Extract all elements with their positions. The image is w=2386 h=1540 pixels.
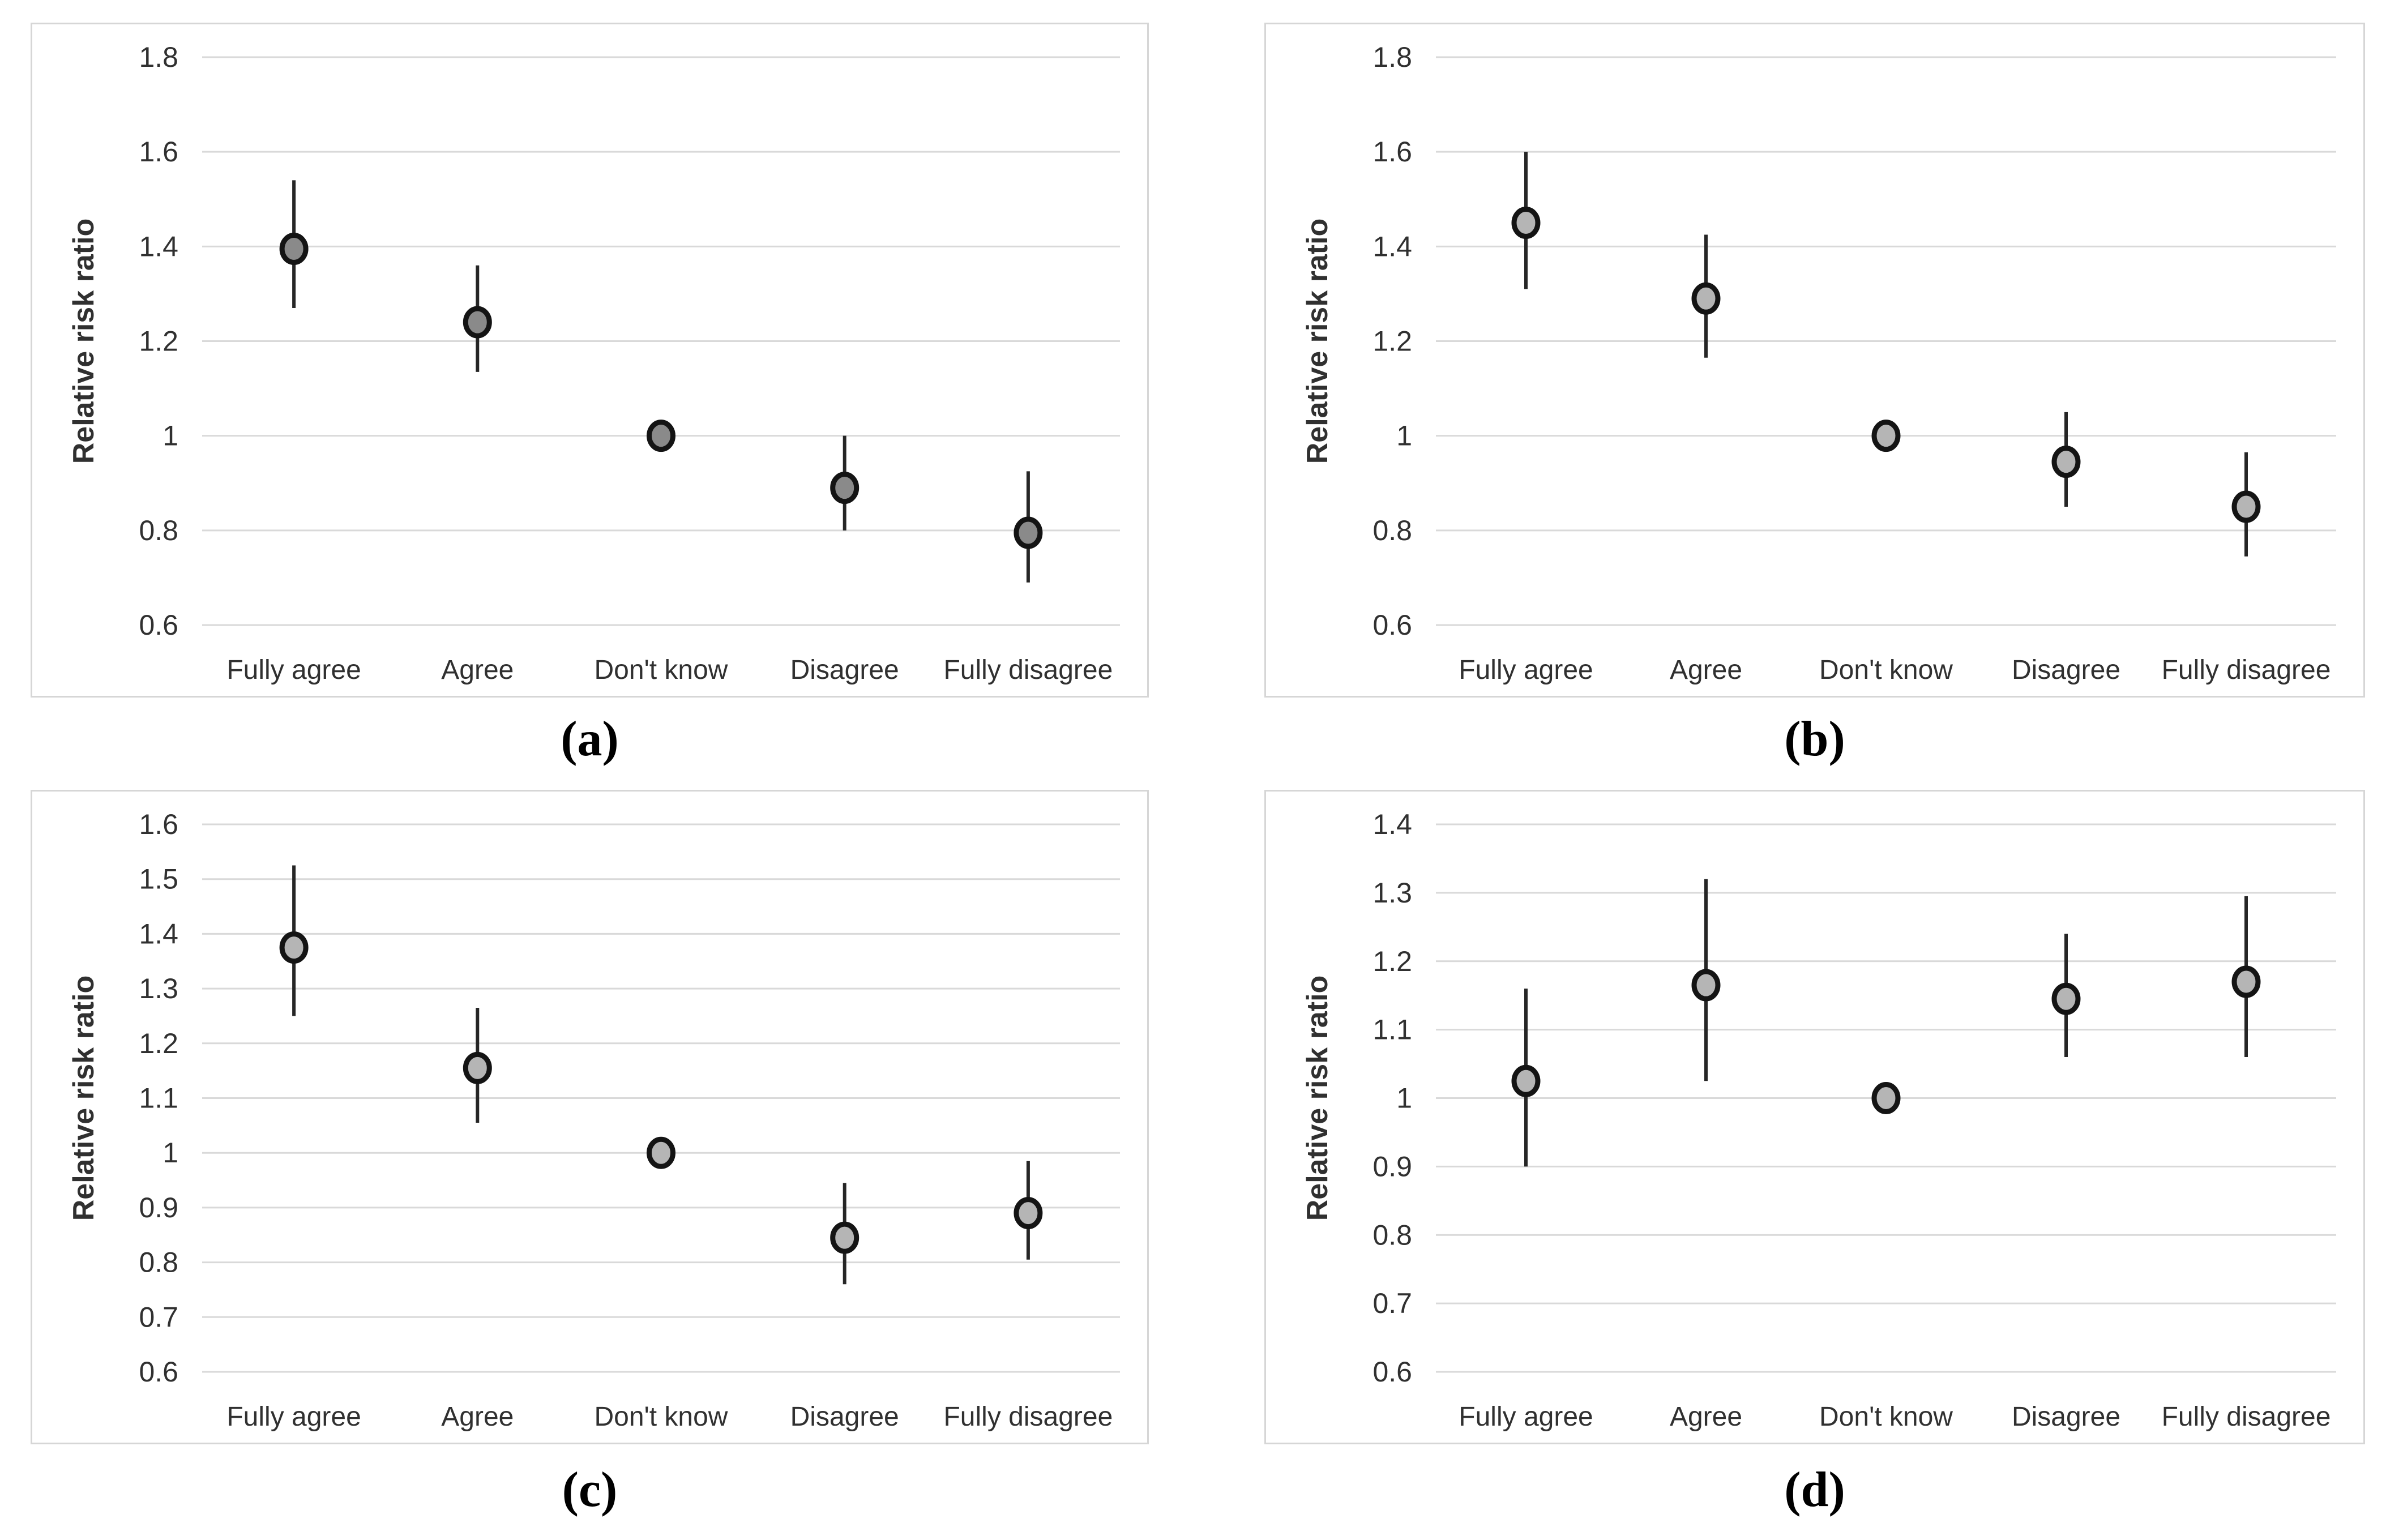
y-tick-label: 1.6 xyxy=(139,808,178,840)
y-tick-label: 0.7 xyxy=(139,1301,178,1333)
x-category-label: Fully disagree xyxy=(943,1402,1113,1432)
data-point-marker xyxy=(279,233,309,266)
y-axis-title: Relative risk ratio xyxy=(67,219,100,464)
data-point-marker xyxy=(463,306,492,339)
chart-svg-a: 0.6 0.8 1 1.2 1.4 1.6 1.8 Relative risk ratio Fu… xyxy=(67,41,1120,685)
panel-caption-b: (b) xyxy=(1784,712,1845,767)
y-tick-label: 1 xyxy=(163,1137,178,1169)
chart-svg-b: 0.6 0.8 1 1.2 1.4 1.6 1.8 Relative risk ratio Fu… xyxy=(1301,41,2336,685)
x-category-label: Don't know xyxy=(1819,655,1953,685)
x-category-label: Agree xyxy=(441,655,514,685)
chart-svg-c: 0.6 0.7 0.8 0.9 1 1.1 1.2 1.3 1.4 1.5 1.6 Relative … xyxy=(67,808,1120,1432)
x-category-label: Fully disagree xyxy=(2162,1402,2331,1432)
y-tick-label: 1.1 xyxy=(139,1083,178,1114)
y-tick-label: 0.7 xyxy=(1372,1287,1412,1319)
data-point-marker xyxy=(830,472,860,504)
data-point-marker xyxy=(1871,420,1901,452)
y-tick-label: 1.6 xyxy=(139,136,178,168)
y-tick-label: 1.2 xyxy=(1372,326,1412,357)
y-tick-label: 1.2 xyxy=(139,326,178,357)
y-tick-label: 0.8 xyxy=(1372,515,1412,546)
data-point-marker xyxy=(2051,446,2081,478)
panel-caption-c: (c) xyxy=(562,1462,618,1517)
y-tick-label: 1.4 xyxy=(1372,230,1412,262)
y-tick-label: 1.2 xyxy=(139,1028,178,1059)
data-point-marker xyxy=(830,1221,860,1254)
y-tick-label: 1.8 xyxy=(1372,41,1412,73)
data-point-marker xyxy=(2231,965,2261,998)
x-category-label: Disagree xyxy=(2012,1402,2120,1432)
chart-panel-a: 0.6 0.8 1 1.2 1.4 1.6 1.8 Relative risk ratio Fu… xyxy=(31,23,1149,698)
x-category-label: Don't know xyxy=(595,1402,728,1432)
x-category-label: Agree xyxy=(1670,655,1742,685)
data-point-marker xyxy=(1871,1082,1901,1114)
y-tick-label: 0.6 xyxy=(139,609,178,641)
y-axis-title: Relative risk ratio xyxy=(1301,976,1334,1221)
data-point-marker xyxy=(1511,207,1541,239)
data-point-marker xyxy=(279,931,309,964)
data-point-marker xyxy=(647,420,675,452)
x-category-label: Fully agree xyxy=(1459,1402,1593,1432)
data-point-marker xyxy=(2231,490,2261,523)
y-tick-label: 0.6 xyxy=(139,1356,178,1388)
y-tick-label: 1.4 xyxy=(139,230,178,262)
data-point-marker xyxy=(1691,282,1721,315)
data-point-marker xyxy=(1511,1064,1541,1097)
y-axis-title: Relative risk ratio xyxy=(67,976,100,1221)
y-tick-label: 1.5 xyxy=(139,863,178,895)
data-point-marker xyxy=(2051,982,2081,1015)
x-category-label: Fully disagree xyxy=(2162,655,2331,685)
chart-panel-d: 0.6 0.7 0.8 0.9 1 1.1 1.2 1.3 1.4 Relative risk r… xyxy=(1264,790,2365,1444)
chart-panel-c: 0.6 0.7 0.8 0.9 1 1.1 1.2 1.3 1.4 1.5 1.6 Relative … xyxy=(31,790,1149,1444)
chart-panel-b: 0.6 0.8 1 1.2 1.4 1.6 1.8 Relative risk ratio Fu… xyxy=(1264,23,2365,698)
y-tick-label: 1 xyxy=(1396,420,1412,452)
y-tick-label: 0.9 xyxy=(1372,1150,1412,1182)
y-tick-label: 0.6 xyxy=(1372,609,1412,641)
y-tick-label: 0.8 xyxy=(1372,1219,1412,1251)
x-category-label: Disagree xyxy=(790,655,899,685)
x-category-label: Agree xyxy=(441,1402,514,1432)
panel-caption-a: (a) xyxy=(561,712,619,767)
x-category-label: Don't know xyxy=(1819,1402,1953,1432)
y-tick-label: 1.4 xyxy=(139,918,178,949)
y-tick-label: 1.8 xyxy=(139,41,178,73)
x-category-label: Disagree xyxy=(2012,655,2120,685)
y-tick-label: 1 xyxy=(163,420,178,452)
data-point-marker xyxy=(463,1051,492,1084)
data-point-marker xyxy=(1014,1197,1043,1230)
y-tick-label: 1 xyxy=(1396,1083,1412,1114)
y-tick-label: 0.6 xyxy=(1372,1356,1412,1388)
y-tick-label: 1.1 xyxy=(1372,1014,1412,1046)
x-category-label: Fully agree xyxy=(226,1402,361,1432)
panel-caption-d: (d) xyxy=(1784,1462,1845,1517)
y-tick-label: 1.3 xyxy=(139,973,178,1004)
x-category-label: Agree xyxy=(1670,1402,1742,1432)
x-category-label: Fully disagree xyxy=(943,655,1113,685)
y-axis-title: Relative risk ratio xyxy=(1301,219,1334,464)
chart-svg-d: 0.6 0.7 0.8 0.9 1 1.1 1.2 1.3 1.4 Relative risk r… xyxy=(1301,808,2336,1432)
x-category-label: Don't know xyxy=(595,655,728,685)
data-point-marker xyxy=(1691,969,1721,1002)
x-category-label: Fully agree xyxy=(1459,655,1593,685)
y-tick-label: 0.9 xyxy=(139,1192,178,1224)
data-point-marker xyxy=(647,1136,675,1169)
y-tick-label: 0.8 xyxy=(139,515,178,546)
y-tick-label: 0.8 xyxy=(139,1247,178,1278)
y-tick-label: 1.4 xyxy=(1372,808,1412,840)
y-tick-label: 1.2 xyxy=(1372,946,1412,977)
y-tick-label: 1.3 xyxy=(1372,877,1412,909)
x-category-label: Disagree xyxy=(790,1402,899,1432)
y-tick-label: 1.6 xyxy=(1372,136,1412,168)
data-point-marker xyxy=(1014,516,1043,549)
x-category-label: Fully agree xyxy=(226,655,361,685)
